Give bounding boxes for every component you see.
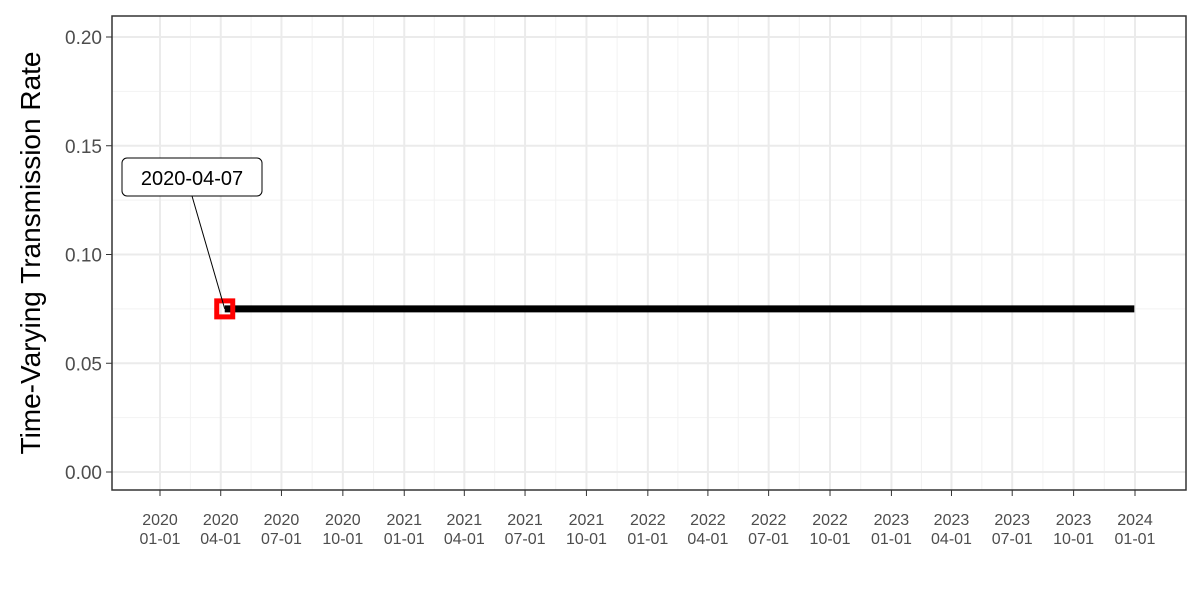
x-tick-label-monthday: 01-01 xyxy=(871,531,912,548)
annotation-leader-line xyxy=(191,195,226,310)
x-tick-label-monthday: 07-01 xyxy=(992,531,1033,548)
x-tick-label-year: 2023 xyxy=(1056,512,1092,529)
x-tick-label-monthday: 01-01 xyxy=(627,531,668,548)
x-tick-label-year: 2020 xyxy=(203,512,239,529)
x-tick-label-year: 2021 xyxy=(569,512,605,529)
x-tick-label-monthday: 04-01 xyxy=(444,531,485,548)
x-tick-label-year: 2022 xyxy=(751,512,787,529)
x-tick-label-monthday: 04-01 xyxy=(931,531,972,548)
annotation-label: 2020-04-07 xyxy=(141,168,243,190)
y-tick-label: 0.05 xyxy=(65,354,102,375)
x-tick-label-monthday: 01-01 xyxy=(384,531,425,548)
y-tick-label: 0.10 xyxy=(65,246,102,267)
x-tick-label-year: 2021 xyxy=(386,512,422,529)
plot-panel xyxy=(112,16,1186,490)
x-tick-label-year: 2023 xyxy=(934,512,970,529)
x-tick-label-year: 2020 xyxy=(325,512,361,529)
y-tick-label: 0.00 xyxy=(65,463,102,484)
x-tick-label-year: 2023 xyxy=(874,512,910,529)
x-tick-label-monthday: 10-01 xyxy=(1053,531,1094,548)
x-tick-label-year: 2020 xyxy=(264,512,300,529)
x-tick-label-year: 2022 xyxy=(812,512,848,529)
x-tick-label-monthday: 01-01 xyxy=(1115,531,1156,548)
x-tick-label-year: 2021 xyxy=(507,512,543,529)
y-tick-label: 0.15 xyxy=(65,137,102,158)
x-tick-label-year: 2022 xyxy=(690,512,726,529)
x-tick-label-monthday: 07-01 xyxy=(748,531,789,548)
x-tick-label-monthday: 07-01 xyxy=(505,531,546,548)
x-tick-label-monthday: 10-01 xyxy=(810,531,851,548)
x-tick-label-monthday: 04-01 xyxy=(687,531,728,548)
x-tick-label-year: 2021 xyxy=(447,512,483,529)
x-tick-label-year: 2024 xyxy=(1117,512,1153,529)
x-tick-label-year: 2023 xyxy=(994,512,1030,529)
annotation-box xyxy=(121,157,263,197)
x-tick-label-monthday: 10-01 xyxy=(322,531,363,548)
x-tick-label-year: 2020 xyxy=(142,512,178,529)
x-tick-label-year: 2022 xyxy=(630,512,666,529)
x-tick-label-monthday: 10-01 xyxy=(566,531,607,548)
x-tick-label-monthday: 01-01 xyxy=(140,531,181,548)
x-tick-label-monthday: 07-01 xyxy=(261,531,302,548)
plot-panel-border xyxy=(111,15,1187,491)
x-tick-label-monthday: 04-01 xyxy=(200,531,241,548)
y-tick-label: 0.20 xyxy=(65,28,102,49)
y-axis-label: Time-Varying Transmission Rate xyxy=(15,51,46,454)
highlight-point-marker xyxy=(214,298,236,320)
